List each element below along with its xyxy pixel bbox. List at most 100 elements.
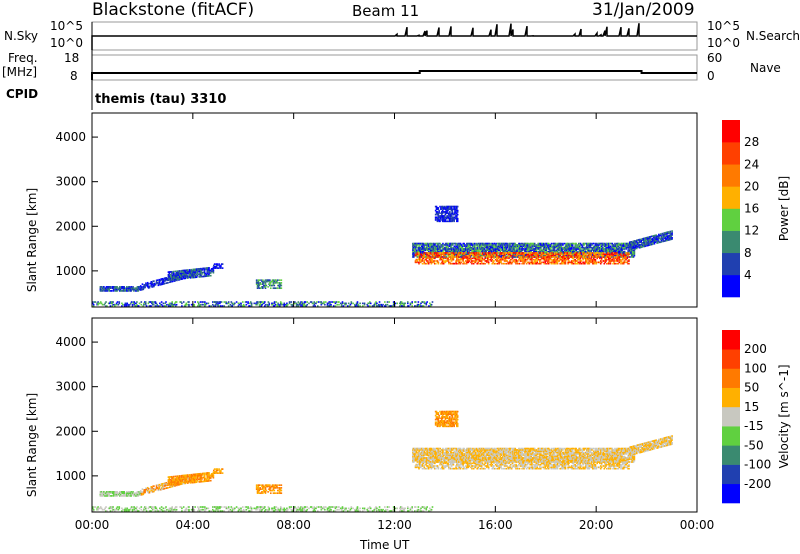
power-data-cell xyxy=(629,243,632,246)
power-data-cell xyxy=(569,252,572,254)
power-data-cell xyxy=(457,254,459,257)
power-data-cell xyxy=(382,303,384,306)
power-data-cell xyxy=(265,284,268,287)
power-data-cell xyxy=(471,244,473,246)
power-data-cell xyxy=(516,246,518,249)
velocity-data-cell xyxy=(106,493,109,496)
power-data-cell xyxy=(437,249,440,252)
power-data-cell xyxy=(401,305,404,307)
power-data-cell xyxy=(591,248,593,250)
power-data-cell xyxy=(562,261,565,264)
power-data-cell xyxy=(596,254,599,257)
power-data-cell xyxy=(194,271,197,273)
power-data-cell xyxy=(225,301,227,303)
velocity-data-cell xyxy=(99,491,102,493)
power-data-cell xyxy=(508,244,510,246)
power-data-cell xyxy=(428,250,430,253)
power-data-cell xyxy=(490,256,493,258)
power-data-cell xyxy=(626,244,629,246)
power-data-cell xyxy=(125,288,127,291)
power-data-cell xyxy=(217,302,219,305)
power-data-cell xyxy=(578,252,581,254)
power-data-cell xyxy=(345,302,347,305)
power-data-cell xyxy=(459,248,462,250)
power-data-cell xyxy=(266,280,269,283)
power-data-cell xyxy=(103,303,106,306)
power-data-cell xyxy=(586,242,589,245)
power-data-cell xyxy=(566,253,569,256)
power-data-cell xyxy=(172,274,175,277)
power-data-cell xyxy=(471,261,473,264)
power-data-cell xyxy=(432,250,435,253)
power-data-cell xyxy=(552,256,554,258)
power-data-cell xyxy=(464,254,467,257)
power-data-cell xyxy=(588,245,591,248)
power-data-cell xyxy=(520,242,523,245)
power-data-cell xyxy=(434,253,437,256)
power-data-cell xyxy=(123,288,125,291)
power-data-cell xyxy=(422,256,425,258)
power-data-cell xyxy=(536,254,539,257)
power-data-cell xyxy=(522,260,524,262)
power-data-cell xyxy=(198,270,201,273)
power-data-cell xyxy=(481,252,484,254)
power-data-cell xyxy=(450,249,452,252)
power-data-cell xyxy=(420,252,423,254)
power-data-cell xyxy=(613,254,615,257)
power-data-cell xyxy=(611,249,614,252)
power-data-cell xyxy=(594,242,597,245)
power-data-cell xyxy=(162,281,165,284)
power-data-cell xyxy=(537,257,539,260)
power-data-cell xyxy=(126,287,129,290)
power-data-cell xyxy=(136,301,138,303)
power-data-cell xyxy=(474,256,477,258)
power-data-cell xyxy=(591,253,593,256)
power-data-cell xyxy=(411,305,413,307)
power-data-cell xyxy=(638,245,641,248)
power-data-cell xyxy=(549,245,552,248)
power-data-cell xyxy=(457,248,459,250)
power-data-cell xyxy=(132,302,135,305)
velocity-data-cell xyxy=(118,495,121,497)
power-data-cell xyxy=(187,301,189,303)
power-data-cell xyxy=(493,242,495,245)
power-data-cell xyxy=(642,243,644,245)
power-data-cell xyxy=(415,254,418,257)
power-data-cell xyxy=(645,243,648,246)
power-data-cell xyxy=(544,254,547,257)
power-data-cell xyxy=(666,231,669,234)
power-data-cell xyxy=(401,302,404,305)
power-data-cell xyxy=(429,248,432,250)
power-data-cell xyxy=(241,301,244,303)
power-data-cell xyxy=(426,249,428,252)
power-data-cell xyxy=(603,248,606,250)
power-data-cell xyxy=(429,257,432,260)
power-data-cell xyxy=(248,305,250,307)
power-data-cell xyxy=(556,257,559,260)
power-data-cell xyxy=(592,257,595,260)
power-data-cell xyxy=(455,262,457,265)
power-data-cell xyxy=(484,256,487,258)
power-data-cell xyxy=(440,253,442,256)
power-data-cell xyxy=(571,256,574,258)
nsearch-tick-bottom: 10^0 xyxy=(707,36,740,50)
power-data-cell xyxy=(247,301,249,303)
power-data-cell xyxy=(500,254,502,257)
power-data-cell xyxy=(437,212,440,215)
power-data-cell xyxy=(168,273,171,276)
power-data-cell xyxy=(170,303,173,306)
power-data-cell xyxy=(195,273,198,276)
power-data-cell xyxy=(439,257,441,260)
power-data-cell xyxy=(556,250,559,253)
power-data-cell xyxy=(423,301,426,303)
power-data-cell xyxy=(320,302,323,305)
power-data-cell xyxy=(456,254,458,257)
power-data-cell xyxy=(450,250,452,253)
power-data-cell xyxy=(608,242,610,245)
power-data-cell xyxy=(420,250,423,253)
power-data-cell xyxy=(583,261,585,264)
power-data-cell xyxy=(664,240,666,242)
power-data-cell xyxy=(340,305,343,307)
power-data-cell xyxy=(515,262,517,265)
power-data-cell xyxy=(548,258,551,261)
